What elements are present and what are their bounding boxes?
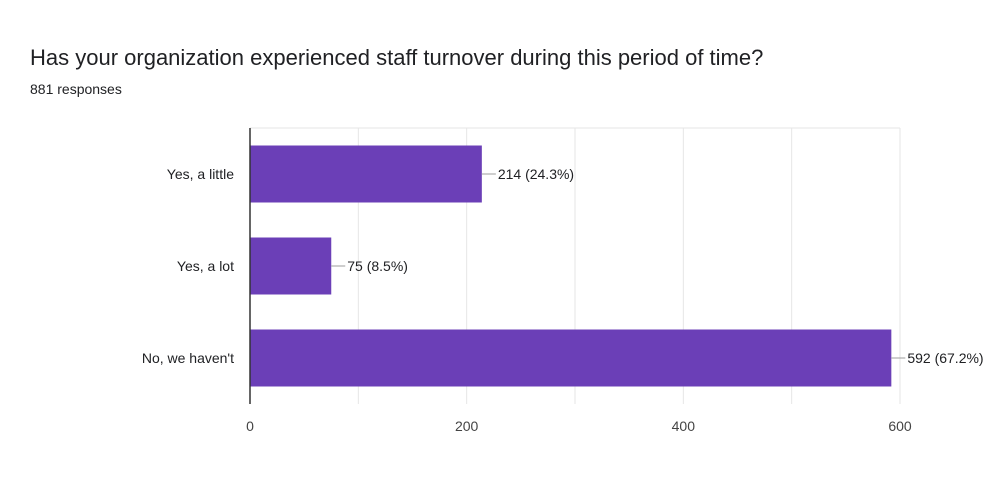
category-label: Yes, a little [167, 166, 234, 182]
x-tick-label: 600 [888, 418, 912, 434]
data-label: 592 (67.2%) [907, 350, 983, 366]
x-tick-label: 0 [246, 418, 254, 434]
bar [250, 329, 892, 387]
category-label: No, we haven't [142, 350, 234, 366]
bar [250, 145, 482, 203]
bar [250, 237, 332, 295]
data-label: 214 (24.3%) [498, 166, 574, 182]
x-tick-label: 400 [672, 418, 696, 434]
response-count: 881 responses [30, 81, 122, 97]
data-label: 75 (8.5%) [347, 258, 408, 274]
category-label: Yes, a lot [177, 258, 234, 274]
x-tick-label: 200 [455, 418, 479, 434]
chart-title: Has your organization experienced staff … [30, 45, 764, 70]
